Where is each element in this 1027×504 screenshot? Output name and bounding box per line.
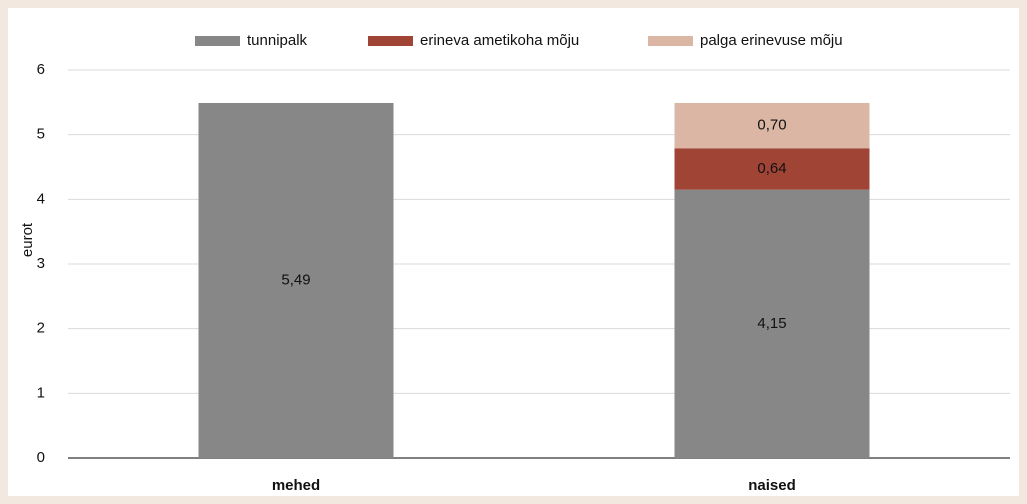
y-tick-label: 0 <box>37 449 45 466</box>
legend-label: tunnipalk <box>247 32 308 49</box>
value-label: 0,70 <box>757 117 786 134</box>
legend-swatch <box>648 36 693 46</box>
y-tick-label: 4 <box>37 190 45 207</box>
legend-label: erineva ametikoha mõju <box>420 32 579 49</box>
value-label: 5,49 <box>281 271 310 288</box>
legend-swatch <box>368 36 413 46</box>
legend-label: palga erinevuse mõju <box>700 32 843 49</box>
y-tick-label: 1 <box>37 384 45 401</box>
y-tick-label: 3 <box>37 255 45 272</box>
x-tick-label: naised <box>748 477 796 494</box>
y-axis-label: eurot <box>19 222 36 257</box>
value-label: 0,64 <box>757 160 786 177</box>
legend-swatch <box>195 36 240 46</box>
y-tick-label: 6 <box>37 61 45 78</box>
y-tick-label: 5 <box>37 126 45 143</box>
bar-segment <box>674 148 870 190</box>
bar-segment <box>674 102 870 149</box>
bar-segment <box>198 102 394 458</box>
y-tick-label: 2 <box>37 320 45 337</box>
x-tick-label: mehed <box>272 477 320 494</box>
value-label: 4,15 <box>757 315 786 332</box>
bar-segment <box>674 189 870 458</box>
